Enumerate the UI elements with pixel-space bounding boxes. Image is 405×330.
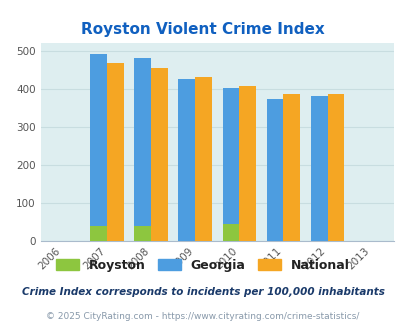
Bar (178, 79, 195, 241)
Bar (310, 96, 327, 241)
Bar (283, 94, 299, 241)
Text: Crime Index corresponds to incidents per 100,000 inhabitants: Crime Index corresponds to incidents per… (21, 287, 384, 297)
Bar (90, 226, 107, 241)
Bar (222, 224, 239, 241)
Text: © 2025 CityRating.com - https://www.cityrating.com/crime-statistics/: © 2025 CityRating.com - https://www.city… (46, 312, 359, 321)
Bar (195, 77, 211, 241)
Bar (327, 94, 343, 241)
Bar (266, 99, 283, 241)
Bar (151, 68, 167, 241)
Bar (90, 54, 107, 241)
Bar (134, 58, 151, 241)
Bar (107, 63, 123, 241)
Legend: Royston, Georgia, National: Royston, Georgia, National (53, 255, 352, 276)
Text: Royston Violent Crime Index: Royston Violent Crime Index (81, 22, 324, 37)
Bar (239, 86, 256, 241)
Bar (134, 226, 151, 241)
Bar (222, 88, 239, 241)
